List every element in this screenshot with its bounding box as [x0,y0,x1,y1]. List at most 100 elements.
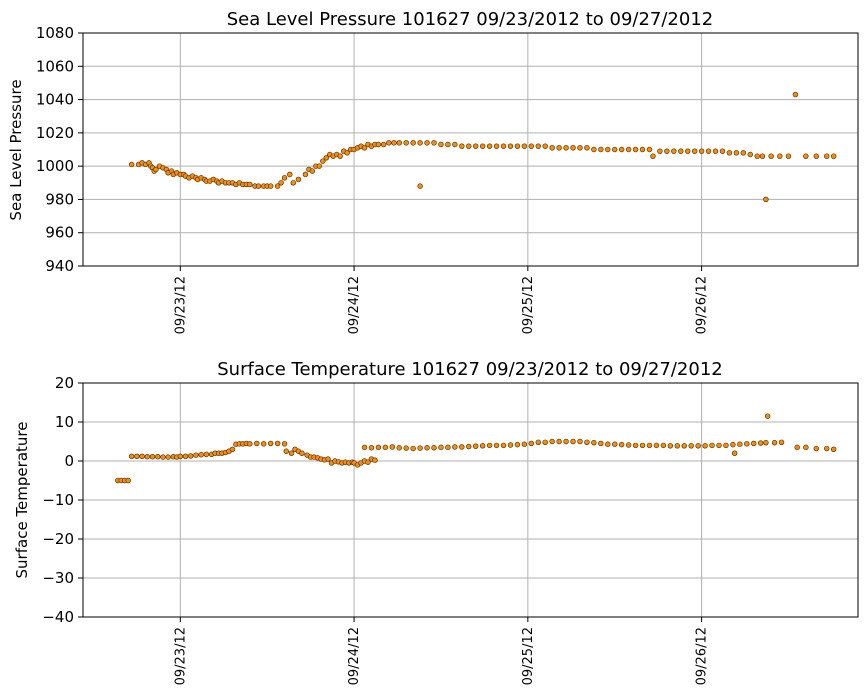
pressure-data-point [605,146,611,153]
temperature-x-tick-label: 09/26/12 [695,627,710,685]
temperature-data-point [778,439,785,445]
pressure-data-point [705,148,712,154]
temperature-data-point [688,443,694,449]
pressure-y-tick-label: 1040 [36,91,74,109]
temperature-data-point [288,450,295,456]
temperature-x-tick-label: 09/25/12 [521,627,536,685]
pressure-data-point [639,146,646,153]
pressure-data-point [466,143,472,149]
temperature-data-point [507,442,514,448]
temperature-data-point [396,445,402,451]
temperature-data-point [459,444,465,450]
temperature-data-point [813,445,819,452]
temperature-data-point [794,444,800,451]
pressure-y-tick-label: 1000 [36,157,74,175]
pressure-data-point [719,148,726,154]
pressure-data-point [514,143,521,149]
pressure-y-tick-label: 940 [45,257,74,275]
temperature-data-point [177,453,184,460]
temperature-data-point [695,443,701,449]
pressure-data-point [386,140,392,146]
temperature-data-point [139,453,145,460]
temperature-data-point [716,442,722,449]
temperature-points [115,413,837,484]
temperature-data-point [751,440,757,447]
temperature-data-point [625,442,632,448]
pressure-data-point [344,150,350,156]
pressure-data-point [452,141,458,148]
pressure-x-tick-label: 09/25/12 [521,276,536,334]
temperature-data-point [417,445,423,451]
pressure-data-point [410,140,416,146]
temperature-data-point [605,441,611,447]
pressure-data-point [618,146,625,153]
temperature-data-point [660,442,667,449]
pressure-data-point [486,143,493,149]
pressure-data-point [323,155,329,161]
pressure-plot-frame [82,32,859,267]
temperature-data-point [598,440,604,447]
temperature-data-point [128,453,135,460]
temperature-data-point [744,441,750,447]
pressure-data-point [612,146,618,153]
pressure-x-tick-label: 09/26/12 [695,276,710,334]
temperature-data-point [229,446,236,452]
temperature-data-point [149,454,156,460]
pressure-data-point [267,183,274,189]
temperature-data-point [667,443,674,449]
temperature-data-point [771,439,778,446]
pressure-chart-title: Sea Level Pressure 101627 09/23/2012 to … [227,9,714,30]
temperature-data-point [764,413,771,419]
pressure-data-point [740,150,747,156]
pressure-data-point [391,140,397,146]
pressure-data-point [493,143,500,149]
pressure-data-point [287,171,293,178]
pressure-data-point [792,91,799,98]
temperature-data-point [730,441,736,448]
pressure-chart: Sea Level Pressure 101627 09/23/2012 to … [7,9,859,334]
pressure-data-point [785,153,792,159]
temperature-data-point [424,445,430,451]
pressure-data-point [556,145,562,151]
temperature-grid [83,382,858,618]
pressure-data-point [657,148,663,154]
pressure-data-point [733,150,740,156]
temperature-data-point [452,444,458,450]
temperature-data-point [535,439,541,445]
pressure-grid [83,32,858,267]
pressure-points [128,91,837,203]
temperature-data-point [674,443,680,449]
pressure-x-tick-label: 09/24/12 [347,276,362,334]
temperature-data-point [466,443,472,450]
pressure-data-point [302,171,309,178]
temperature-data-point [389,444,396,450]
temperature-data-point [365,459,371,465]
temperature-data-point [445,444,451,451]
pressure-data-point [563,145,569,151]
temperature-data-point [709,442,715,449]
pressure-y-axis-label: Sea Level Pressure [7,79,25,220]
pressure-y-tick-label: 1020 [36,124,74,142]
pressure-data-point [500,143,507,149]
pressure-data-point [295,176,302,183]
pressure-data-point [479,143,486,149]
pressure-data-point [309,168,316,174]
temperature-data-point [198,452,204,458]
temperature-data-point [514,441,521,448]
temperature-data-point [382,444,389,451]
pressure-data-point [274,183,281,189]
pressure-data-point [403,140,409,146]
pressure-data-point [417,140,423,146]
temperature-data-point [556,438,562,445]
pressure-data-point [549,145,555,151]
pressure-data-point [598,146,604,153]
temperature-chart: Surface Temperature 101627 09/23/2012 to… [13,359,859,685]
temperature-data-point [125,477,131,484]
pressure-data-point [726,150,733,156]
pressure-data-point [281,175,288,181]
pressure-data-point [375,141,382,148]
temperature-data-point [549,438,555,445]
temperature-data-point [283,448,290,454]
pressure-data-point [535,143,541,149]
temperature-data-point [500,442,507,449]
